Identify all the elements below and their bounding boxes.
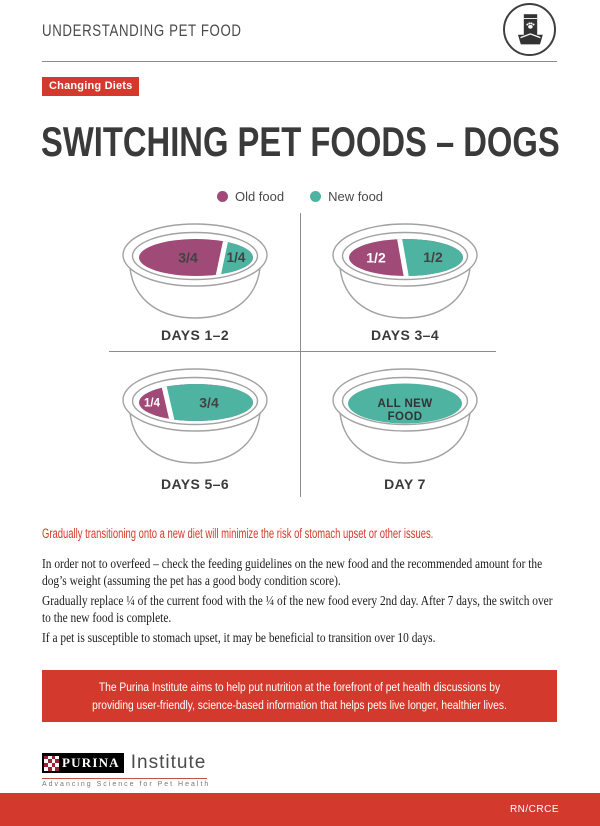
- fraction-old: 1/2: [366, 250, 386, 266]
- pet-food-bag-icon: [503, 3, 556, 56]
- bowl-label-days-1-2: DAYS 1–2: [160, 327, 230, 343]
- old-food-dot-icon: [216, 191, 228, 202]
- all-new-food-line1: ALL NEW: [378, 398, 433, 410]
- all-new-food-line2: FOOD: [388, 411, 423, 423]
- footer-bar: RN/CRCE: [0, 793, 600, 826]
- header-title: UNDERSTANDING PET FOOD: [42, 21, 242, 40]
- body-paragraph-3: If a pet is susceptible to stomach upset…: [42, 630, 436, 645]
- bowl-label-day-7: DAY 7: [384, 476, 426, 492]
- document-code: RN/CRCE: [509, 804, 559, 815]
- category-badge: Changing Diets: [42, 77, 140, 96]
- bowl-day-7: ALL NEW FOOD: [332, 368, 478, 464]
- legend-item-new-food: New food: [310, 189, 383, 204]
- body-paragraph-1: In order not to overfeed – check the fee…: [42, 556, 543, 588]
- legend-old-label: Old food: [234, 189, 285, 204]
- logo-underline: [42, 778, 207, 779]
- brand-suffix: Institute: [130, 752, 207, 773]
- bowl-label-days-3-4: DAYS 3–4: [370, 327, 440, 343]
- purina-checkerboard-icon: [44, 755, 59, 771]
- purina-institute-logo: PURINA Institute Advancing Science for P…: [42, 752, 210, 788]
- grid-horizontal-divider: [109, 351, 496, 352]
- brand-tagline: Advancing Science for Pet Health: [42, 781, 211, 788]
- legend-new-label: New food: [328, 189, 384, 204]
- fraction-old: 3/4: [178, 250, 198, 266]
- fraction-new: 1/2: [423, 249, 443, 265]
- body-copy: In order not to overfeed – check the fee…: [42, 556, 559, 651]
- grid-vertical-divider: [300, 213, 301, 497]
- fraction-new: 1/4: [227, 250, 246, 265]
- body-paragraph-2: Gradually replace ¼ of the current food …: [42, 593, 553, 625]
- callout-box: The Purina Institute aims to help put nu…: [42, 670, 557, 722]
- bowl-label-days-5-6: DAYS 5–6: [160, 476, 230, 492]
- bowl-days-1-2: 3/4 1/4: [122, 223, 268, 319]
- header-divider: [42, 61, 557, 62]
- bowl-days-3-4: 1/2 1/2: [332, 223, 478, 319]
- legend-item-old-food: Old food: [216, 189, 285, 204]
- new-food-dot-icon: [310, 191, 322, 202]
- fraction-old: 1/4: [144, 398, 161, 410]
- legend: Old food New food: [0, 189, 600, 204]
- callout-text: The Purina Institute aims to help put nu…: [92, 680, 507, 712]
- highlight-text: Gradually transitioning onto a new diet …: [42, 526, 434, 541]
- bowl-days-5-6: 1/4 3/4: [122, 368, 268, 464]
- purina-logo-box: PURINA: [42, 753, 124, 773]
- page-title: SWITCHING PET FOODS – DOGS: [41, 118, 560, 165]
- brand-name: PURINA: [62, 755, 120, 770]
- fraction-new: 3/4: [199, 395, 219, 411]
